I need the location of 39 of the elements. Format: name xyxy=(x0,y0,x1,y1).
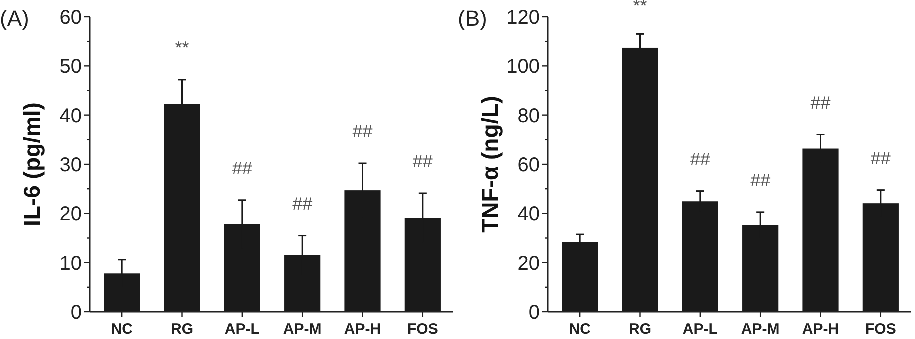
annotation: ## xyxy=(412,152,433,172)
x-tick-label: FOS xyxy=(865,321,896,338)
y-tick-label: 40 xyxy=(60,105,82,128)
annotation: ## xyxy=(292,194,313,214)
x-tick-label: NC xyxy=(111,321,134,338)
x-tick-label: AP-M xyxy=(283,321,322,338)
annotation: ## xyxy=(232,158,252,178)
annotation: ## xyxy=(750,170,771,190)
y-tick-label: 80 xyxy=(518,105,540,128)
x-tick-label: AP-H xyxy=(344,321,382,338)
y-tick-label: 120 xyxy=(506,7,540,29)
x-tick-label: FOS xyxy=(407,321,438,338)
x-tick-label: AP-M xyxy=(741,321,780,338)
y-tick-label: 0 xyxy=(528,302,540,324)
y-tick-label: 10 xyxy=(60,252,82,275)
y-tick-label: 40 xyxy=(518,204,540,226)
annotation: ** xyxy=(175,38,190,58)
y-axis-title: TNF-α (ng/L) xyxy=(477,96,503,233)
y-tick-label: 100 xyxy=(506,56,540,78)
y-tick-label: 30 xyxy=(60,154,82,176)
y-tick-label: 20 xyxy=(518,252,540,275)
chart-title: (A) xyxy=(0,6,30,31)
x-tick-label: NC xyxy=(569,321,592,338)
x-tick-label: RG xyxy=(629,321,652,338)
y-tick-label: 0 xyxy=(70,302,82,324)
x-tick-label: AP-L xyxy=(682,321,718,338)
y-tick-label: 60 xyxy=(518,154,540,176)
y-tick-label: 20 xyxy=(60,204,82,226)
annotation: ## xyxy=(690,149,710,170)
x-tick-label: RG xyxy=(171,321,194,338)
y-axis-title: IL-6 (pg/ml) xyxy=(19,102,45,226)
x-tick-label: AP-H xyxy=(802,321,840,338)
chart-title: (B) xyxy=(458,6,488,31)
annotation: ## xyxy=(810,92,831,113)
y-tick-label: 50 xyxy=(60,56,82,78)
annotation: ## xyxy=(352,122,373,142)
x-tick-label: AP-L xyxy=(224,321,260,338)
annotation: ## xyxy=(870,148,891,168)
y-tick-label: 60 xyxy=(60,7,82,29)
